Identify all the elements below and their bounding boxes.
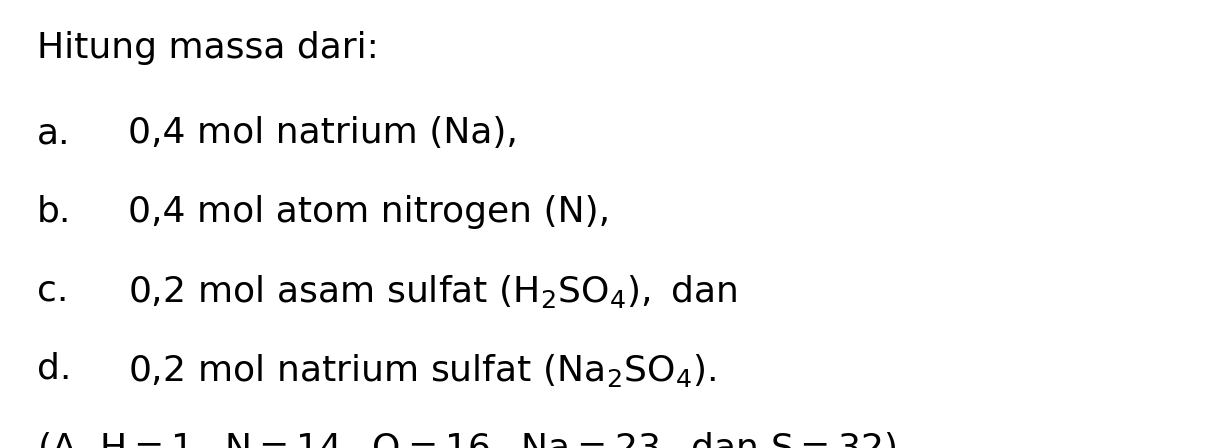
Text: $\mathsf{0{,}2\ mol\ natrium\ sulfat\ (Na_2SO_4).}$: $\mathsf{0{,}2\ mol\ natrium\ sulfat\ (N… [128,352,716,389]
Text: $\mathsf{(A_r\ H = 1,\ N = 14,\ O = 16,\ Na = 23,\ dan\ S = 32)}$: $\mathsf{(A_r\ H = 1,\ N = 14,\ O = 16,\… [37,430,896,448]
Text: d.: d. [37,352,71,386]
Text: 0,4 mol natrium (Na),: 0,4 mol natrium (Na), [128,116,518,151]
Text: Hitung massa dari:: Hitung massa dari: [37,31,378,65]
Text: a.: a. [37,116,69,151]
Text: $\mathsf{0{,}2\ mol\ asam\ sulfat\ (H_2SO_4),\ dan}$: $\mathsf{0{,}2\ mol\ asam\ sulfat\ (H_2S… [128,273,737,310]
Text: 0,4 mol atom nitrogen (N),: 0,4 mol atom nitrogen (N), [128,195,611,229]
Text: c.: c. [37,273,68,307]
Text: b.: b. [37,195,71,229]
